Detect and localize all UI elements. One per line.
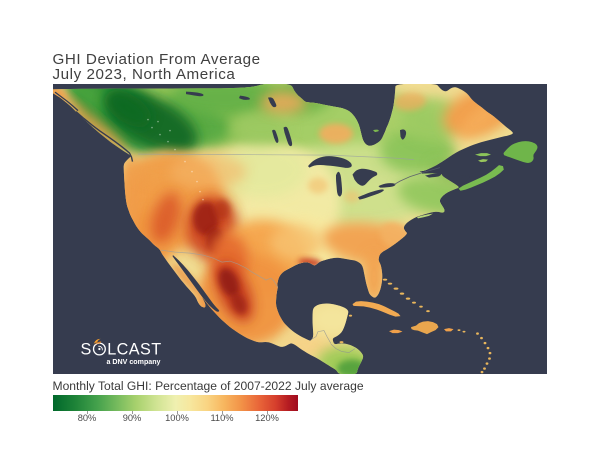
svg-text:S: S (81, 341, 92, 359)
svg-text:LCAST: LCAST (107, 341, 161, 359)
svg-text:a DNV company: a DNV company (107, 358, 161, 366)
